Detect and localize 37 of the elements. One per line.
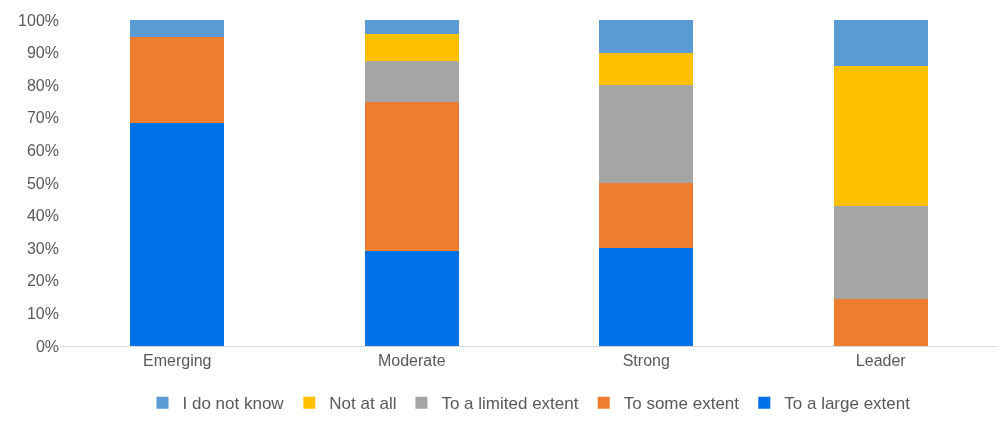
legend-label: To a limited extent (441, 394, 579, 414)
x-tick-label: Emerging (143, 352, 212, 370)
bar (130, 20, 225, 38)
bar (833, 66, 928, 207)
y-tick-label: 50% (26, 174, 59, 192)
bar (364, 60, 459, 102)
y-tick-label: 100% (18, 11, 59, 29)
y-tick-label: 30% (26, 239, 59, 257)
legend-label: Not at all (329, 394, 397, 414)
bar (364, 101, 459, 251)
legend-label: I do not know (182, 394, 285, 414)
bar (364, 33, 459, 61)
bar (599, 248, 694, 346)
y-tick-label: 80% (26, 76, 59, 94)
x-tick-label: Moderate (377, 352, 446, 370)
bar (833, 206, 928, 300)
bar (364, 250, 459, 346)
bar (599, 85, 694, 183)
y-tick-label: 20% (26, 272, 59, 290)
bar (599, 52, 694, 86)
legend-label: To some extent (623, 394, 740, 414)
x-tick-label: Strong (622, 352, 670, 370)
bar (130, 37, 225, 124)
bar (599, 183, 694, 249)
bar (833, 20, 928, 67)
bar (364, 20, 459, 34)
legend-label: To a large extent (784, 394, 911, 414)
y-tick-label: 70% (26, 109, 59, 127)
x-tick-label: Leader (855, 352, 907, 370)
bar (130, 123, 225, 346)
y-tick-label: 60% (26, 142, 59, 159)
y-tick-label: 90% (26, 44, 59, 62)
bar (833, 299, 928, 346)
y-tick-label: 40% (26, 207, 59, 225)
y-tick-label: 0% (35, 337, 59, 355)
y-tick-label: 10% (26, 305, 59, 322)
bar (599, 20, 694, 53)
